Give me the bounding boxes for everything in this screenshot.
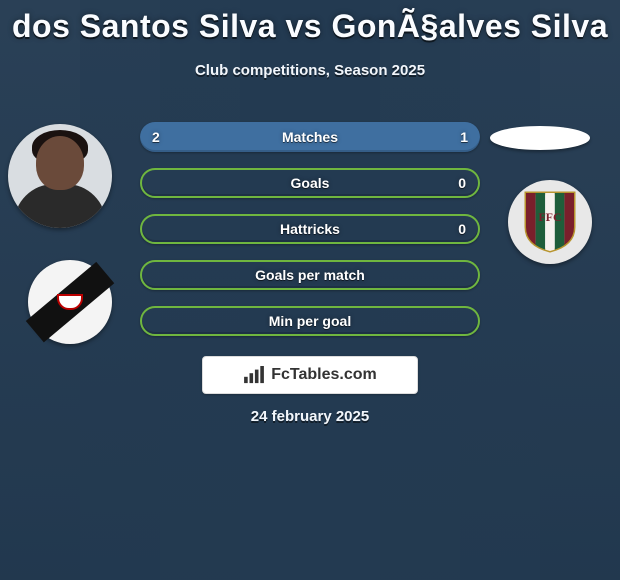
right-club-crest: FFC (508, 180, 592, 264)
stat-label: Hattricks (280, 221, 340, 237)
bar-chart-icon (243, 366, 265, 384)
stat-row: Hattricks 0 (140, 214, 480, 244)
stat-label: Min per goal (269, 313, 351, 329)
stat-right-value: 1 (460, 122, 468, 152)
watermark: FcTables.com (202, 356, 418, 394)
stat-row: Goals per match (140, 260, 480, 290)
stat-label: Matches (282, 129, 338, 145)
watermark-label: FcTables.com (271, 366, 377, 384)
stat-label: Goals (291, 175, 330, 191)
left-club-crest (28, 260, 112, 344)
stats-comparison: Matches 2 1 Goals 0 Hattricks 0 Goals per match… (140, 122, 480, 352)
date-label: 24 february 2025 (0, 408, 620, 425)
stat-row: Matches 2 1 (140, 122, 480, 152)
stat-row: Min per goal (140, 306, 480, 336)
left-player-photo (8, 124, 112, 228)
stat-right-value: 0 (458, 216, 466, 242)
stat-label: Goals per match (255, 267, 365, 283)
stat-right-value: 0 (458, 170, 466, 196)
stat-row: Goals 0 (140, 168, 480, 198)
page-subtitle: Club competitions, Season 2025 (0, 62, 620, 79)
stat-left-value: 2 (152, 122, 160, 152)
page-title: dos Santos Silva vs GonÃ§alves Silva (0, 8, 620, 45)
svg-text:FFC: FFC (538, 210, 561, 224)
right-player-placeholder (490, 126, 590, 150)
